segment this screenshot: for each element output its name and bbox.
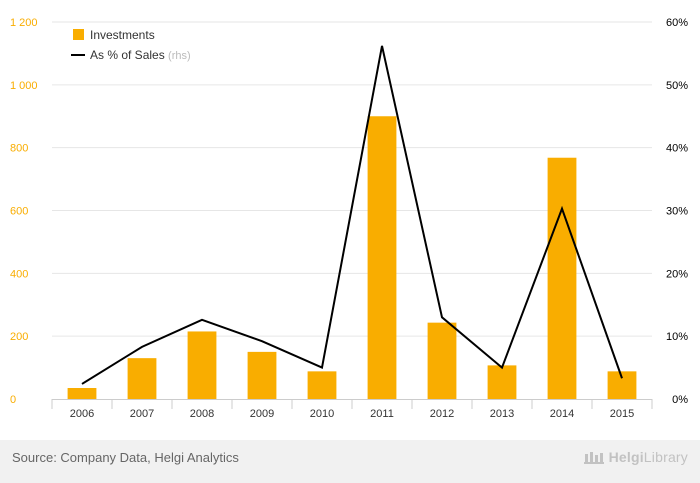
x-tick-label: 2007 <box>130 408 154 420</box>
right-tick-label: 50% <box>666 80 688 92</box>
investment-bars <box>67 116 637 399</box>
x-tick-label: 2009 <box>250 408 274 420</box>
source-note: Source: Company Data, Helgi Analytics <box>12 450 239 465</box>
bar-2013 <box>487 365 517 399</box>
library-icon <box>583 452 604 464</box>
brand-suffix: Library <box>643 449 688 465</box>
right-tick-label: 40% <box>666 143 688 155</box>
x-tick-label: 2013 <box>490 408 514 420</box>
brand-prefix: Helgi <box>608 449 644 465</box>
legend-swatch-investments <box>73 29 84 40</box>
x-axis: 2006 2007 2008 2009 2010 2011 2012 2013 2014 2015 <box>51 399 653 420</box>
brand-logo: HelgiLibrary <box>583 449 688 465</box>
percent-of-sales-line <box>81 45 623 385</box>
left-tick-label: 600 <box>10 206 28 218</box>
legend: Investments As % of Sales (rhs) <box>71 28 191 62</box>
left-tick-label: 0 <box>10 394 16 406</box>
bar-2007 <box>127 358 157 399</box>
x-tick-label: 2008 <box>190 408 214 420</box>
right-tick-label: 20% <box>666 268 688 280</box>
x-tick-label: 2015 <box>610 408 634 420</box>
x-tick-label: 2006 <box>70 408 94 420</box>
right-tick-label: 0% <box>672 394 688 406</box>
bar-2008 <box>187 331 217 399</box>
left-tick-label: 1 200 <box>10 17 38 29</box>
bar-2012 <box>427 322 457 399</box>
bar-2010 <box>307 371 337 399</box>
footer: Source: Company Data, Helgi Analytics He… <box>0 440 700 483</box>
combo-chart: 0 200 400 600 800 1 000 1 200 0% 10% 20% 30% 40% 50… <box>10 17 688 420</box>
left-tick-label: 1 000 <box>10 80 38 92</box>
right-tick-label: 30% <box>666 206 688 218</box>
left-tick-label: 800 <box>10 143 28 155</box>
left-tick-label: 200 <box>10 331 28 343</box>
bar-2009 <box>247 351 277 399</box>
percent-line-path <box>81 45 623 385</box>
x-tick-label: 2014 <box>550 408 574 420</box>
right-tick-label: 10% <box>666 331 688 343</box>
left-axis-labels: 0 200 400 600 800 1 000 1 200 <box>10 17 38 406</box>
bar-2014 <box>547 157 577 399</box>
right-axis-labels: 0% 10% 20% 30% 40% 50% 60% <box>666 17 688 406</box>
x-tick-label: 2012 <box>430 408 454 420</box>
x-tick-label: 2010 <box>310 408 334 420</box>
left-tick-label: 400 <box>10 268 28 280</box>
right-tick-label: 60% <box>666 17 688 29</box>
bar-2011 <box>367 116 397 399</box>
x-tick-label: 2011 <box>370 408 394 420</box>
legend-label-percent: As % of Sales (rhs) <box>90 48 191 62</box>
bar-2006 <box>67 388 97 399</box>
legend-rhs-note: (rhs) <box>168 50 191 62</box>
legend-label-investments: Investments <box>90 28 155 42</box>
